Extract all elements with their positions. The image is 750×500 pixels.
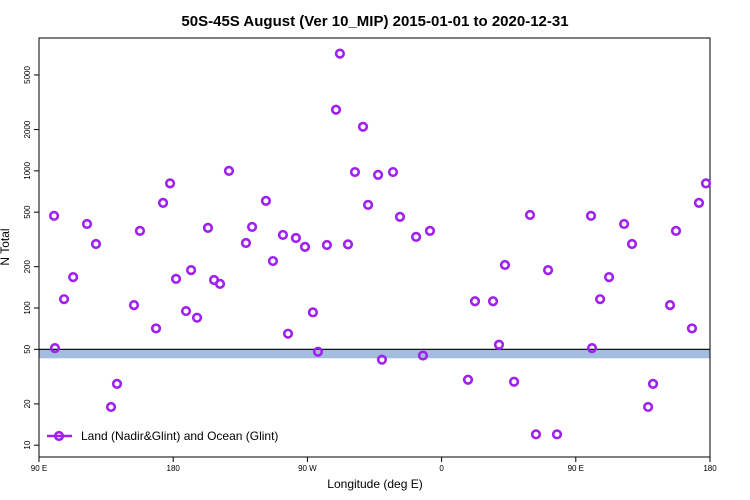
data-point bbox=[643, 401, 654, 413]
data-point bbox=[626, 238, 638, 250]
data-point bbox=[586, 343, 598, 354]
data-point bbox=[180, 305, 192, 317]
chart-title: 50S-45S August (Ver 10_MIP) 2015-01-01 t… bbox=[181, 13, 568, 30]
y-axis-label: N Total bbox=[0, 228, 12, 265]
data-point bbox=[686, 323, 698, 334]
data-point bbox=[362, 199, 374, 210]
data-point bbox=[164, 178, 176, 189]
data-point bbox=[499, 259, 511, 271]
data-point bbox=[469, 296, 481, 307]
data-point bbox=[214, 278, 226, 289]
y-tick-label: 2000 bbox=[23, 120, 32, 138]
data-point bbox=[282, 328, 294, 339]
data-point bbox=[240, 237, 252, 249]
data-point bbox=[372, 169, 384, 180]
data-point bbox=[462, 374, 474, 385]
data-point bbox=[321, 239, 333, 251]
y-tick-label: 20 bbox=[23, 399, 32, 408]
y-tick-label: 200 bbox=[23, 260, 32, 274]
y-tick-label: 50 bbox=[23, 344, 32, 353]
data-point bbox=[334, 48, 346, 59]
data-point bbox=[524, 209, 536, 221]
data-point bbox=[700, 178, 712, 189]
data-point bbox=[81, 218, 93, 230]
data-point bbox=[585, 210, 597, 221]
x-tick-label: 180 bbox=[703, 464, 717, 473]
data-point bbox=[693, 197, 705, 208]
data-point bbox=[185, 264, 197, 276]
data-point bbox=[312, 346, 324, 357]
data-point bbox=[260, 195, 272, 206]
data-point bbox=[134, 225, 146, 236]
x-tick-label: 180 bbox=[167, 464, 181, 473]
data-point bbox=[170, 273, 182, 285]
data-point bbox=[647, 378, 659, 389]
data-point bbox=[349, 166, 361, 178]
legend-marker bbox=[53, 430, 65, 442]
data-point bbox=[68, 272, 79, 283]
data-point bbox=[157, 197, 169, 208]
data-point bbox=[357, 121, 369, 132]
x-tick-label: 90 W bbox=[298, 464, 317, 473]
data-point bbox=[267, 255, 279, 267]
y-tick-label: 10 bbox=[23, 440, 32, 449]
data-point bbox=[299, 241, 311, 252]
data-point bbox=[246, 221, 258, 233]
data-point bbox=[307, 307, 319, 318]
x-axis-label: Longitude (deg E) bbox=[327, 477, 422, 491]
x-tick-label: 0 bbox=[439, 464, 444, 473]
data-point bbox=[58, 294, 70, 305]
data-point bbox=[330, 104, 342, 115]
y-tick-label: 500 bbox=[23, 205, 32, 219]
data-point bbox=[411, 231, 422, 242]
data-point bbox=[493, 339, 505, 350]
y-tick-label: 100 bbox=[23, 301, 32, 315]
data-point bbox=[128, 300, 140, 311]
plot-frame bbox=[38, 37, 711, 458]
data-point bbox=[530, 429, 542, 440]
data-point bbox=[619, 218, 630, 230]
data-point bbox=[595, 294, 606, 305]
data-point bbox=[191, 312, 203, 323]
data-point bbox=[424, 225, 436, 236]
data-point bbox=[105, 401, 117, 413]
data-point bbox=[376, 354, 388, 365]
data-point bbox=[90, 238, 102, 250]
data-point bbox=[487, 296, 499, 307]
x-tick-label: 90 E bbox=[31, 464, 47, 473]
data-point bbox=[202, 222, 214, 233]
reference-band bbox=[39, 349, 710, 359]
data-point bbox=[664, 300, 676, 311]
data-point bbox=[387, 166, 399, 178]
y-tick-label: 5000 bbox=[23, 66, 32, 84]
y-tick-label: 1000 bbox=[23, 161, 32, 179]
data-point bbox=[342, 239, 354, 250]
legend-label: Land (Nadir&Glint) and Ocean (Glint) bbox=[81, 429, 278, 443]
data-point bbox=[111, 378, 123, 389]
data-point bbox=[49, 343, 61, 354]
data-point bbox=[670, 225, 682, 236]
data-point bbox=[508, 376, 520, 387]
data-point bbox=[277, 229, 289, 241]
data-point bbox=[417, 350, 429, 361]
data-point bbox=[223, 165, 235, 176]
data-point bbox=[290, 232, 302, 244]
data-point bbox=[551, 429, 563, 440]
data-point bbox=[603, 272, 615, 283]
data-point bbox=[150, 323, 162, 334]
data-point bbox=[394, 211, 406, 222]
data-point bbox=[542, 264, 554, 276]
data-point bbox=[48, 210, 60, 221]
x-tick-label: 90 E bbox=[568, 464, 584, 473]
